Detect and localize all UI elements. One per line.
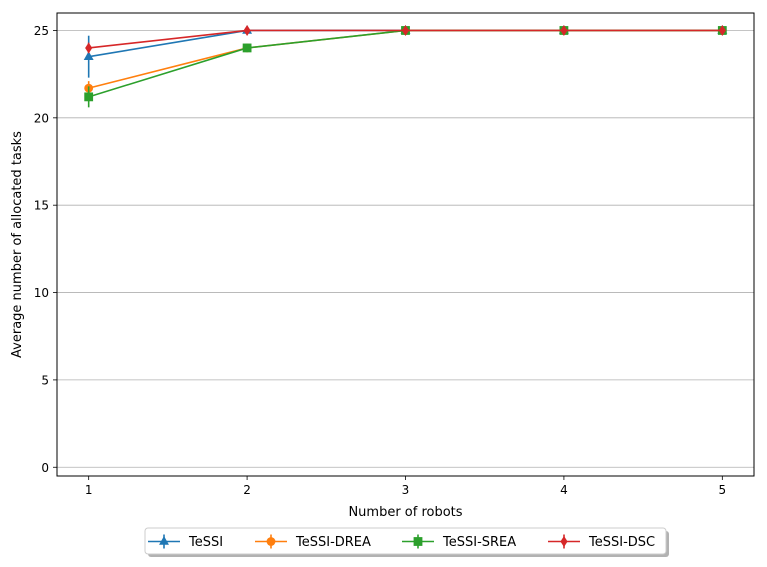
grid-lines	[57, 30, 754, 468]
series-group	[83, 24, 728, 108]
series-tessi-drea	[84, 26, 727, 96]
data-point	[242, 43, 252, 53]
data-point	[84, 92, 94, 102]
x-tick-label: 1	[85, 483, 93, 497]
legend-label: TeSSI-DREA	[295, 535, 371, 550]
legend-entry: TeSSI	[148, 534, 223, 550]
x-axis-label: Number of robots	[348, 505, 462, 520]
legend-entry: TeSSI-DREA	[255, 534, 371, 550]
series-line	[88, 29, 723, 89]
legend-marker	[560, 536, 568, 547]
legend-entry: TeSSI-DSC	[548, 534, 655, 550]
legend-marker	[159, 536, 169, 545]
y-tick-label: 10	[34, 286, 49, 300]
y-tick-label: 0	[41, 461, 49, 475]
data-point	[560, 24, 568, 36]
plot-frame	[56, 12, 755, 477]
y-tick-label: 25	[34, 24, 49, 38]
x-tick-label: 3	[402, 483, 410, 497]
data-point	[243, 24, 251, 36]
y-axis-label: Average number of allocated tasks	[10, 131, 25, 358]
data-point	[401, 24, 410, 36]
y-tick-label: 20	[34, 111, 49, 125]
legend-label: TeSSI	[188, 535, 223, 550]
x-tick-label: 2	[243, 483, 251, 497]
x-tick-label: 4	[560, 483, 568, 497]
legend-label: TeSSI-SREA	[442, 535, 516, 550]
series-tessi-dsc	[85, 24, 726, 54]
y-tick-label: 15	[34, 199, 49, 213]
data-point	[83, 51, 94, 60]
legend-marker	[413, 537, 423, 546]
legend-label: TeSSI-DSC	[588, 535, 655, 550]
x-tick-label: 5	[718, 483, 726, 497]
data-point	[85, 42, 93, 54]
legend: TeSSI TeSSI-DREA TeSSI-SREA TeSSI-DSC	[144, 527, 669, 557]
legend-marker	[266, 537, 276, 546]
y-tick-label: 5	[41, 373, 49, 387]
legend-entry: TeSSI-SREA	[402, 534, 516, 550]
axes: 0 5 10 15 20 25 1 2 3 4 5	[34, 24, 726, 497]
data-point	[718, 24, 726, 36]
